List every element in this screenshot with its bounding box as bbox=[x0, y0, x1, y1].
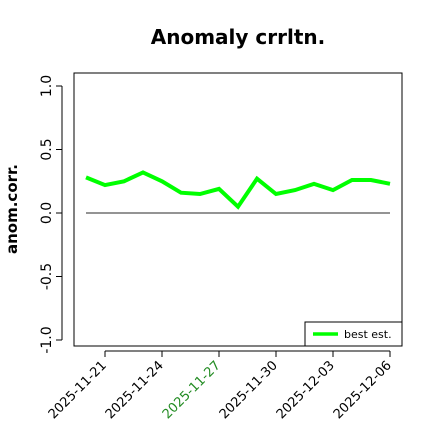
plot-frame bbox=[73, 72, 403, 347]
series-line-best-est bbox=[85, 170, 391, 210]
legend-label-best-est: best est. bbox=[344, 328, 392, 341]
x-tick-label: 2025-12-06 bbox=[331, 358, 395, 422]
y-tick-label: 1.0 bbox=[39, 75, 55, 97]
y-axis-label: anom.corr. bbox=[3, 164, 21, 254]
y-axis: -1.0 -0.5 0.0 0.5 1.0 bbox=[39, 75, 63, 354]
legend: best est. bbox=[304, 321, 403, 347]
x-tick-label: 2025-12-03 bbox=[274, 358, 338, 422]
y-tick-label: 0.5 bbox=[39, 138, 55, 160]
x-tick-label: 2025-11-21 bbox=[46, 358, 110, 422]
y-tick-label: 0.0 bbox=[39, 202, 55, 224]
y-tick-label: -0.5 bbox=[39, 263, 55, 290]
y-tick-label: -1.0 bbox=[39, 326, 55, 353]
x-axis: 2025-11-212025-11-242025-11-272025-11-30… bbox=[46, 350, 395, 422]
x-tick-label: 2025-11-27 bbox=[160, 358, 224, 422]
x-tick-label: 2025-11-24 bbox=[103, 358, 167, 422]
chart-title: Anomaly crrltn. bbox=[151, 25, 325, 49]
series-group bbox=[85, 170, 391, 210]
x-tick-label: 2025-11-30 bbox=[217, 358, 281, 422]
